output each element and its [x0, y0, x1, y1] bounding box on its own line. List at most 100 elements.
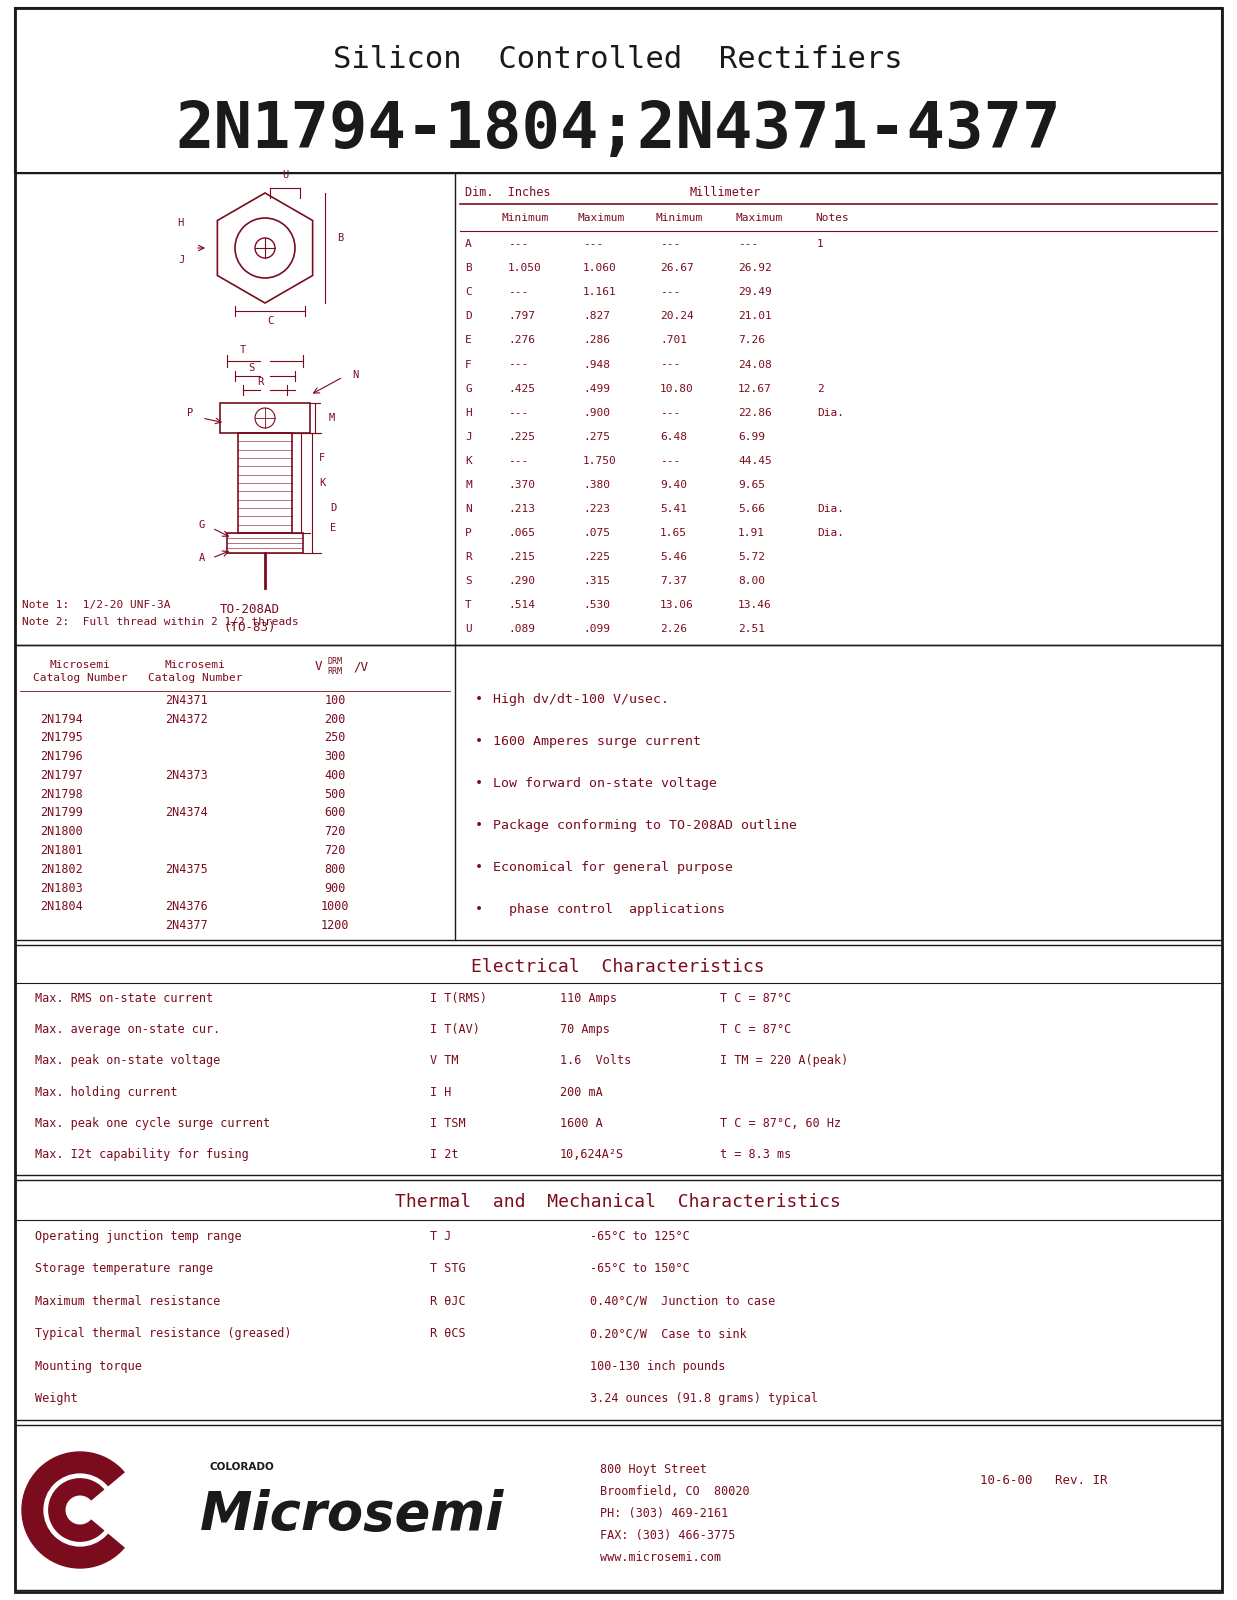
Text: .797: .797 — [508, 312, 534, 322]
Text: 2N1796: 2N1796 — [40, 750, 83, 763]
Text: .225: .225 — [508, 432, 534, 442]
Text: •: • — [475, 778, 482, 790]
Text: 2N4375: 2N4375 — [165, 862, 208, 875]
Text: M: M — [465, 480, 471, 490]
Text: Catalog Number: Catalog Number — [32, 674, 127, 683]
Text: Max. peak one cycle surge current: Max. peak one cycle surge current — [35, 1117, 270, 1130]
Text: Package conforming to TO-208AD outline: Package conforming to TO-208AD outline — [494, 819, 797, 832]
Text: E: E — [465, 336, 471, 346]
Text: Dia.: Dia. — [816, 504, 844, 514]
Text: 2N1797: 2N1797 — [40, 770, 83, 782]
Text: ---: --- — [508, 456, 528, 466]
Text: I 2t: I 2t — [430, 1147, 459, 1162]
Wedge shape — [80, 1472, 140, 1549]
Text: FAX: (303) 466-3775: FAX: (303) 466-3775 — [600, 1530, 735, 1542]
Text: I TM = 220 A(peak): I TM = 220 A(peak) — [720, 1054, 849, 1067]
Text: 250: 250 — [324, 731, 345, 744]
Text: 2N1795: 2N1795 — [40, 731, 83, 744]
Text: 44.45: 44.45 — [738, 456, 772, 466]
Text: .089: .089 — [508, 624, 534, 634]
Text: •: • — [475, 693, 482, 707]
Text: 300: 300 — [324, 750, 345, 763]
Text: 2N4372: 2N4372 — [165, 712, 208, 726]
Text: (TO-83): (TO-83) — [224, 621, 276, 634]
Text: Millimeter: Millimeter — [690, 187, 761, 200]
Text: 9.40: 9.40 — [661, 480, 687, 490]
Text: D: D — [465, 312, 471, 322]
Text: S: S — [465, 576, 471, 586]
Text: V TM: V TM — [430, 1054, 459, 1067]
Text: Storage temperature range: Storage temperature range — [35, 1262, 213, 1275]
Text: 1: 1 — [816, 240, 824, 250]
Text: I H: I H — [430, 1085, 452, 1099]
Text: Notes: Notes — [815, 213, 849, 222]
Text: 5.72: 5.72 — [738, 552, 764, 562]
Text: .900: .900 — [583, 408, 610, 418]
Text: ---: --- — [508, 288, 528, 298]
Text: Dim.  Inches: Dim. Inches — [465, 187, 550, 200]
Text: B: B — [336, 234, 343, 243]
Text: R: R — [257, 378, 263, 387]
Text: DRM: DRM — [327, 656, 341, 666]
Text: Operating junction temp range: Operating junction temp range — [35, 1230, 241, 1243]
Text: 2N4371: 2N4371 — [165, 694, 208, 707]
Text: 12.67: 12.67 — [738, 384, 772, 394]
Circle shape — [66, 1496, 94, 1525]
Text: ---: --- — [661, 408, 680, 418]
Text: K: K — [465, 456, 471, 466]
Text: J: J — [465, 432, 471, 442]
Text: T C = 87°C: T C = 87°C — [720, 1024, 792, 1037]
Bar — [15, 1181, 1222, 1421]
Text: R: R — [465, 552, 471, 562]
Text: Microsemi: Microsemi — [165, 659, 225, 670]
Text: R θCS: R θCS — [430, 1328, 465, 1341]
Text: T: T — [240, 346, 246, 355]
Text: T C = 87°C, 60 Hz: T C = 87°C, 60 Hz — [720, 1117, 841, 1130]
Text: 2N4374: 2N4374 — [165, 806, 208, 819]
Text: J: J — [179, 254, 186, 266]
Text: 1200: 1200 — [320, 918, 349, 933]
Text: 720: 720 — [324, 845, 345, 858]
Text: 2.26: 2.26 — [661, 624, 687, 634]
Text: ---: --- — [661, 456, 680, 466]
Text: Weight: Weight — [35, 1392, 78, 1405]
Text: -65°C to 125°C: -65°C to 125°C — [590, 1230, 690, 1243]
Text: 900: 900 — [324, 882, 345, 894]
Text: 2N1802: 2N1802 — [40, 862, 83, 875]
Text: .827: .827 — [583, 312, 610, 322]
Text: 2N1798: 2N1798 — [40, 787, 83, 800]
Text: .275: .275 — [583, 432, 610, 442]
Text: Minimum: Minimum — [502, 213, 549, 222]
Text: .276: .276 — [508, 336, 534, 346]
Text: Minimum: Minimum — [656, 213, 703, 222]
Text: www.microsemi.com: www.microsemi.com — [600, 1550, 721, 1565]
Text: .075: .075 — [583, 528, 610, 538]
Text: C: C — [465, 288, 471, 298]
Text: 10.80: 10.80 — [661, 384, 694, 394]
Text: D: D — [330, 502, 336, 514]
Text: •: • — [475, 904, 482, 917]
Text: Max. peak on-state voltage: Max. peak on-state voltage — [35, 1054, 220, 1067]
Text: K: K — [319, 478, 325, 488]
Text: 2N1794-1804;2N4371-4377: 2N1794-1804;2N4371-4377 — [176, 99, 1061, 162]
Text: 2N1794: 2N1794 — [40, 712, 83, 726]
Text: 2: 2 — [816, 384, 824, 394]
Text: ---: --- — [738, 240, 758, 250]
Text: 22.86: 22.86 — [738, 408, 772, 418]
Text: Silicon  Controlled  Rectifiers: Silicon Controlled Rectifiers — [333, 45, 903, 75]
Text: 20.24: 20.24 — [661, 312, 694, 322]
Text: F: F — [319, 453, 325, 462]
Text: .215: .215 — [508, 552, 534, 562]
Text: Maximum: Maximum — [576, 213, 625, 222]
Text: Dia.: Dia. — [816, 408, 844, 418]
Text: •: • — [475, 736, 482, 749]
Text: .315: .315 — [583, 576, 610, 586]
Text: .099: .099 — [583, 624, 610, 634]
Text: COLORADO: COLORADO — [210, 1462, 275, 1472]
Text: 10,624A²S: 10,624A²S — [560, 1147, 625, 1162]
Text: T STG: T STG — [430, 1262, 465, 1275]
Text: Mounting torque: Mounting torque — [35, 1360, 142, 1373]
Text: 1.65: 1.65 — [661, 528, 687, 538]
Circle shape — [45, 1474, 116, 1546]
Text: U: U — [465, 624, 471, 634]
